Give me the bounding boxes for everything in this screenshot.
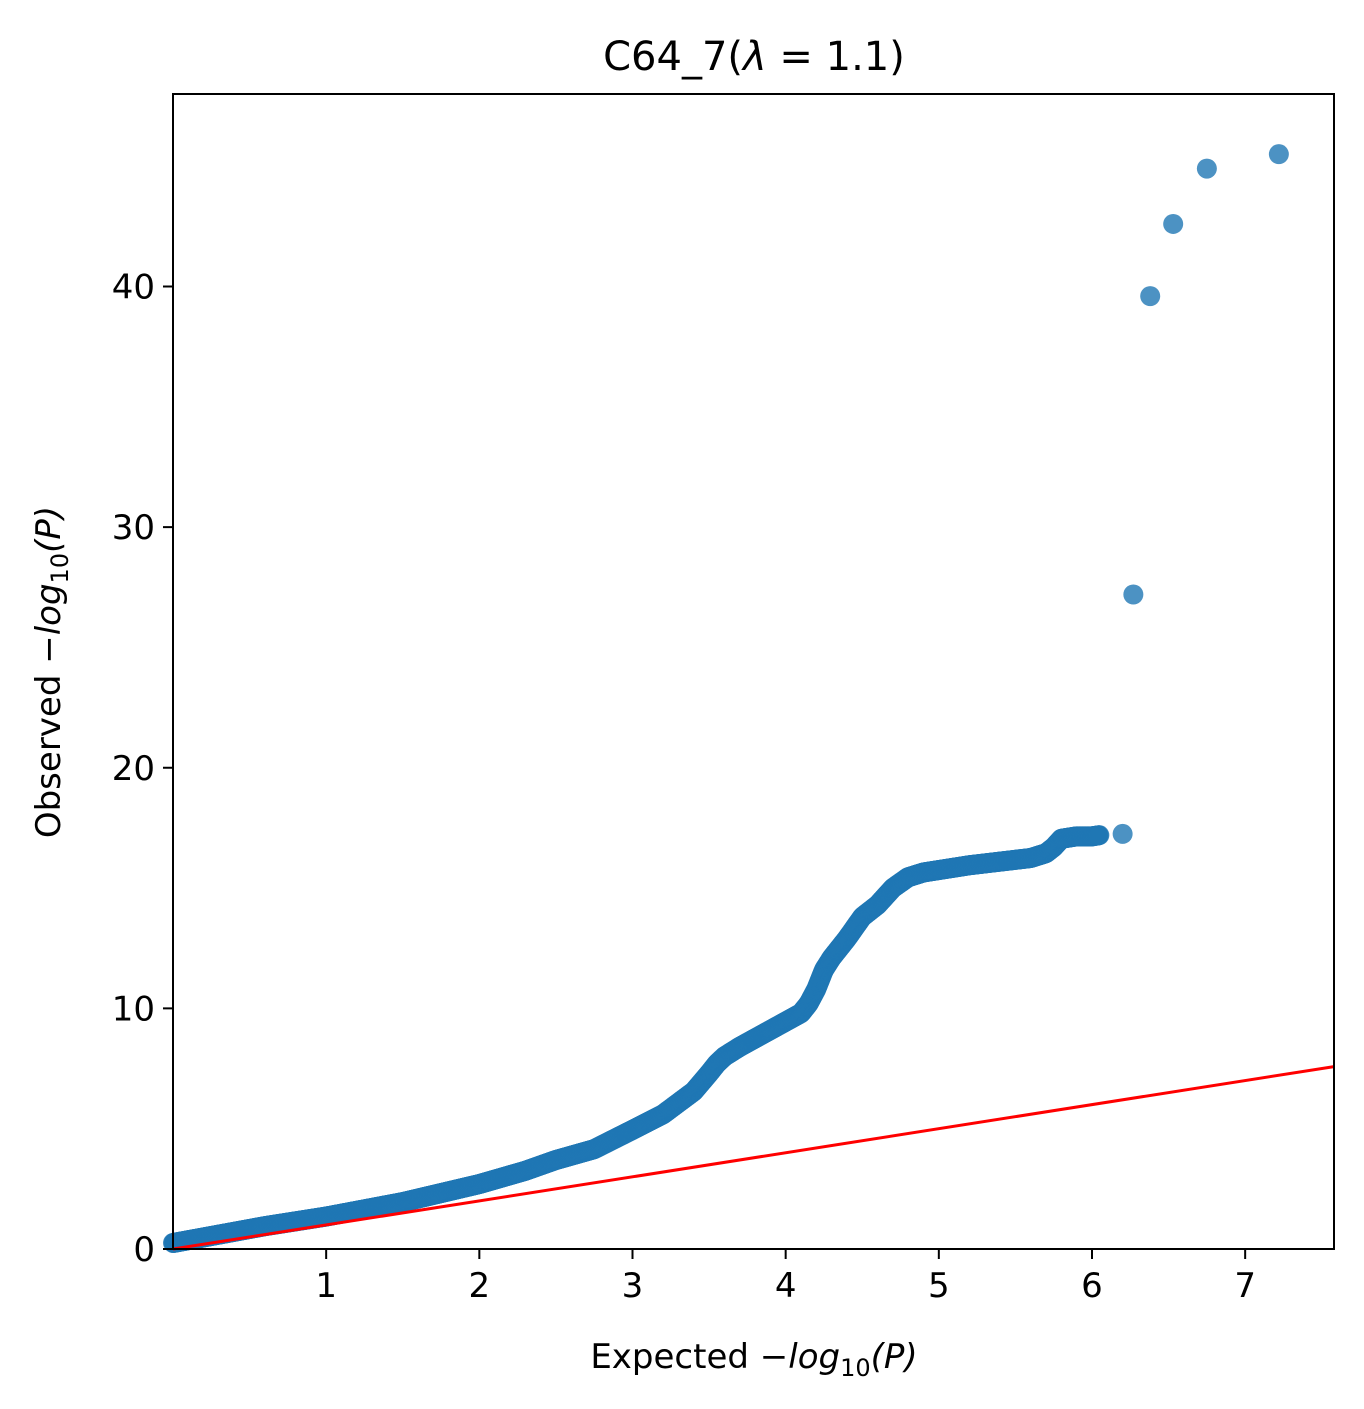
y-axis-label: Observed −log10(P) bbox=[29, 506, 74, 838]
chart-title: C64_7(λ = 1.1) bbox=[603, 34, 905, 80]
x-tick-label: 4 bbox=[775, 1266, 797, 1306]
reference-line bbox=[172, 1065, 1335, 1251]
x-tick-label: 1 bbox=[315, 1266, 337, 1306]
x-tick-label: 5 bbox=[928, 1266, 950, 1306]
x-axis-ticks: 1 2 3 4 5 6 7 bbox=[315, 1249, 1256, 1306]
chart-title-value: = 1.1) bbox=[767, 34, 905, 80]
x-axis-label: Expected −log10(P) bbox=[590, 1337, 917, 1382]
x-tick-label: 2 bbox=[469, 1266, 491, 1306]
y-tick-label: 30 bbox=[112, 508, 155, 548]
y-tick-label: 0 bbox=[133, 1230, 155, 1270]
chart-title-lambda: λ bbox=[741, 34, 767, 80]
x-tick-label: 7 bbox=[1234, 1266, 1256, 1306]
y-axis-ticks: 0 10 20 30 40 bbox=[112, 268, 173, 1270]
x-tick-label: 3 bbox=[622, 1266, 644, 1306]
reference-line-layer bbox=[172, 1065, 1335, 1251]
data-point bbox=[1089, 825, 1110, 846]
outlier-point bbox=[1268, 144, 1289, 165]
y-tick-label: 40 bbox=[112, 268, 155, 308]
x-tick-label: 6 bbox=[1081, 1266, 1103, 1306]
outlier-point bbox=[1112, 823, 1133, 844]
y-tick-label: 20 bbox=[112, 749, 155, 789]
y-tick-label: 10 bbox=[112, 989, 155, 1029]
outlier-point bbox=[1140, 286, 1161, 307]
outlier-point bbox=[1196, 158, 1217, 179]
outlier-point bbox=[1163, 213, 1184, 234]
chart-title-prefix: C64_7( bbox=[603, 34, 743, 80]
plot-frame bbox=[172, 93, 1335, 1250]
outlier-point bbox=[1123, 584, 1144, 605]
markers-layer bbox=[163, 144, 1289, 1253]
